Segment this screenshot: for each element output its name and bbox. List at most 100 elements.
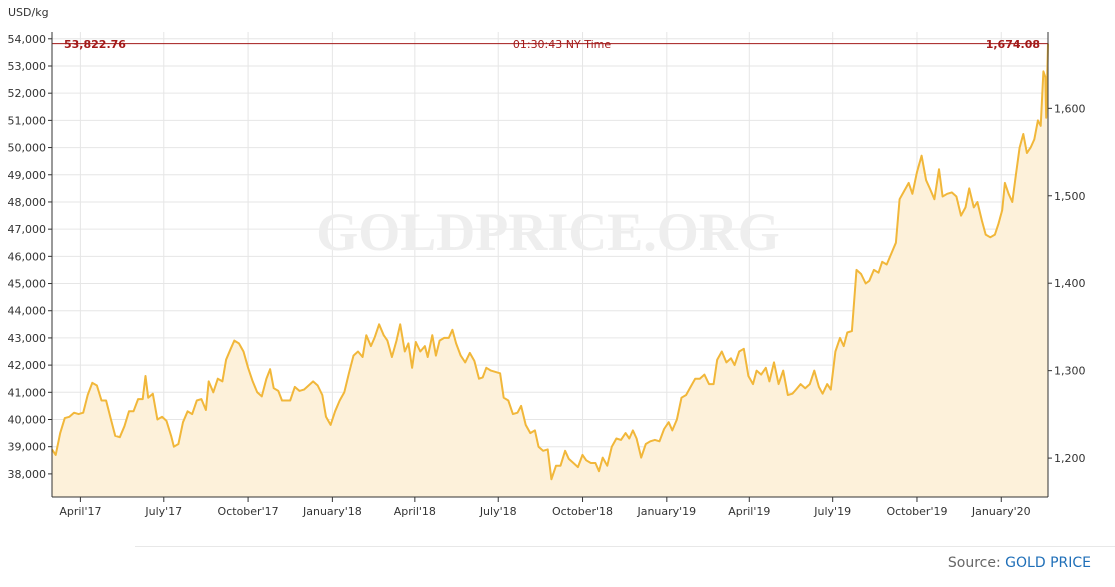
data-point (424, 345, 426, 347)
data-point (916, 171, 918, 173)
data-point (119, 436, 121, 438)
data-point (439, 340, 441, 342)
data-point (173, 446, 175, 448)
data-point (55, 454, 57, 456)
data-point (800, 383, 802, 385)
y-left-tick-label: 38,000 (8, 468, 47, 481)
source-link[interactable]: GOLD PRICE (1005, 555, 1091, 571)
data-point (525, 424, 527, 426)
data-point (225, 359, 227, 361)
data-point (161, 416, 163, 418)
data-point (110, 417, 112, 419)
source-label: Source: (947, 555, 1001, 571)
data-point (951, 191, 953, 193)
data-point (611, 446, 613, 448)
data-point (615, 437, 618, 440)
data-point (404, 350, 406, 353)
data-point (964, 206, 967, 208)
data-point (590, 462, 592, 464)
y-left-tick-label: 51,000 (8, 114, 47, 127)
data-point (1042, 70, 1044, 72)
data-point (925, 179, 927, 181)
data-point (760, 374, 762, 376)
data-point (96, 384, 98, 387)
data-point (690, 386, 692, 388)
data-point (834, 350, 837, 353)
data-point (348, 372, 350, 374)
data-point (286, 399, 288, 402)
data-point (826, 383, 828, 385)
data-point (663, 428, 665, 430)
data-point (658, 440, 661, 442)
data-point (485, 367, 487, 369)
data-point (378, 323, 380, 325)
data-point (860, 273, 862, 275)
data-point (503, 397, 505, 399)
data-point (448, 337, 450, 339)
data-point (594, 462, 597, 464)
data-point (547, 448, 549, 450)
data-point (411, 367, 413, 369)
data-point (269, 368, 271, 370)
data-point (407, 342, 409, 344)
data-point (881, 261, 883, 263)
y-right-tick-label: 1,200 (1054, 452, 1086, 465)
current-time-label: 01:30:43 NY Time (513, 38, 611, 51)
data-point (787, 394, 789, 396)
data-point (339, 399, 341, 402)
data-point (490, 370, 492, 372)
data-point (431, 334, 433, 336)
data-point (1033, 138, 1035, 140)
data-point (973, 206, 975, 208)
data-point (730, 357, 732, 359)
data-point (640, 457, 642, 459)
data-point (298, 390, 300, 392)
data-point (602, 457, 604, 459)
data-point (252, 380, 254, 382)
data-point (100, 399, 103, 402)
data-point (855, 269, 858, 271)
data-point (1030, 147, 1032, 149)
y-axis-label: USD/kg (8, 6, 49, 19)
data-point (256, 391, 258, 393)
data-point (200, 398, 202, 400)
data-point (738, 350, 740, 353)
data-point (1001, 209, 1003, 211)
data-point (877, 272, 880, 274)
data-point (981, 220, 983, 222)
data-point (343, 391, 345, 393)
data-point (365, 334, 367, 336)
data-point (542, 450, 544, 452)
series-area-fill (52, 43, 1048, 497)
data-point (839, 337, 841, 339)
data-point (499, 372, 501, 374)
data-point (395, 340, 398, 342)
data-point (743, 348, 745, 350)
data-point (187, 410, 189, 412)
data-point (128, 410, 130, 412)
data-point (399, 323, 401, 325)
data-point (680, 397, 683, 399)
data-point (851, 330, 853, 332)
point-layer (51, 43, 1049, 480)
data-point (59, 432, 61, 434)
data-point (813, 370, 815, 372)
data-point (625, 432, 627, 434)
y-left-tick-label: 40,000 (8, 414, 47, 427)
data-point (572, 462, 575, 464)
data-point (357, 350, 359, 353)
data-point (68, 416, 70, 418)
data-point (73, 412, 75, 414)
data-point (752, 383, 754, 385)
data-point (281, 399, 283, 402)
y-right-tick-label: 1,500 (1054, 190, 1086, 203)
data-point (929, 187, 931, 189)
data-point (91, 382, 93, 384)
data-point (721, 350, 723, 353)
data-point (312, 380, 314, 382)
y-left-tick-label: 41,000 (8, 386, 47, 399)
data-point (703, 374, 706, 376)
data-point (352, 355, 355, 357)
data-point (170, 435, 172, 437)
data-point (782, 370, 784, 372)
